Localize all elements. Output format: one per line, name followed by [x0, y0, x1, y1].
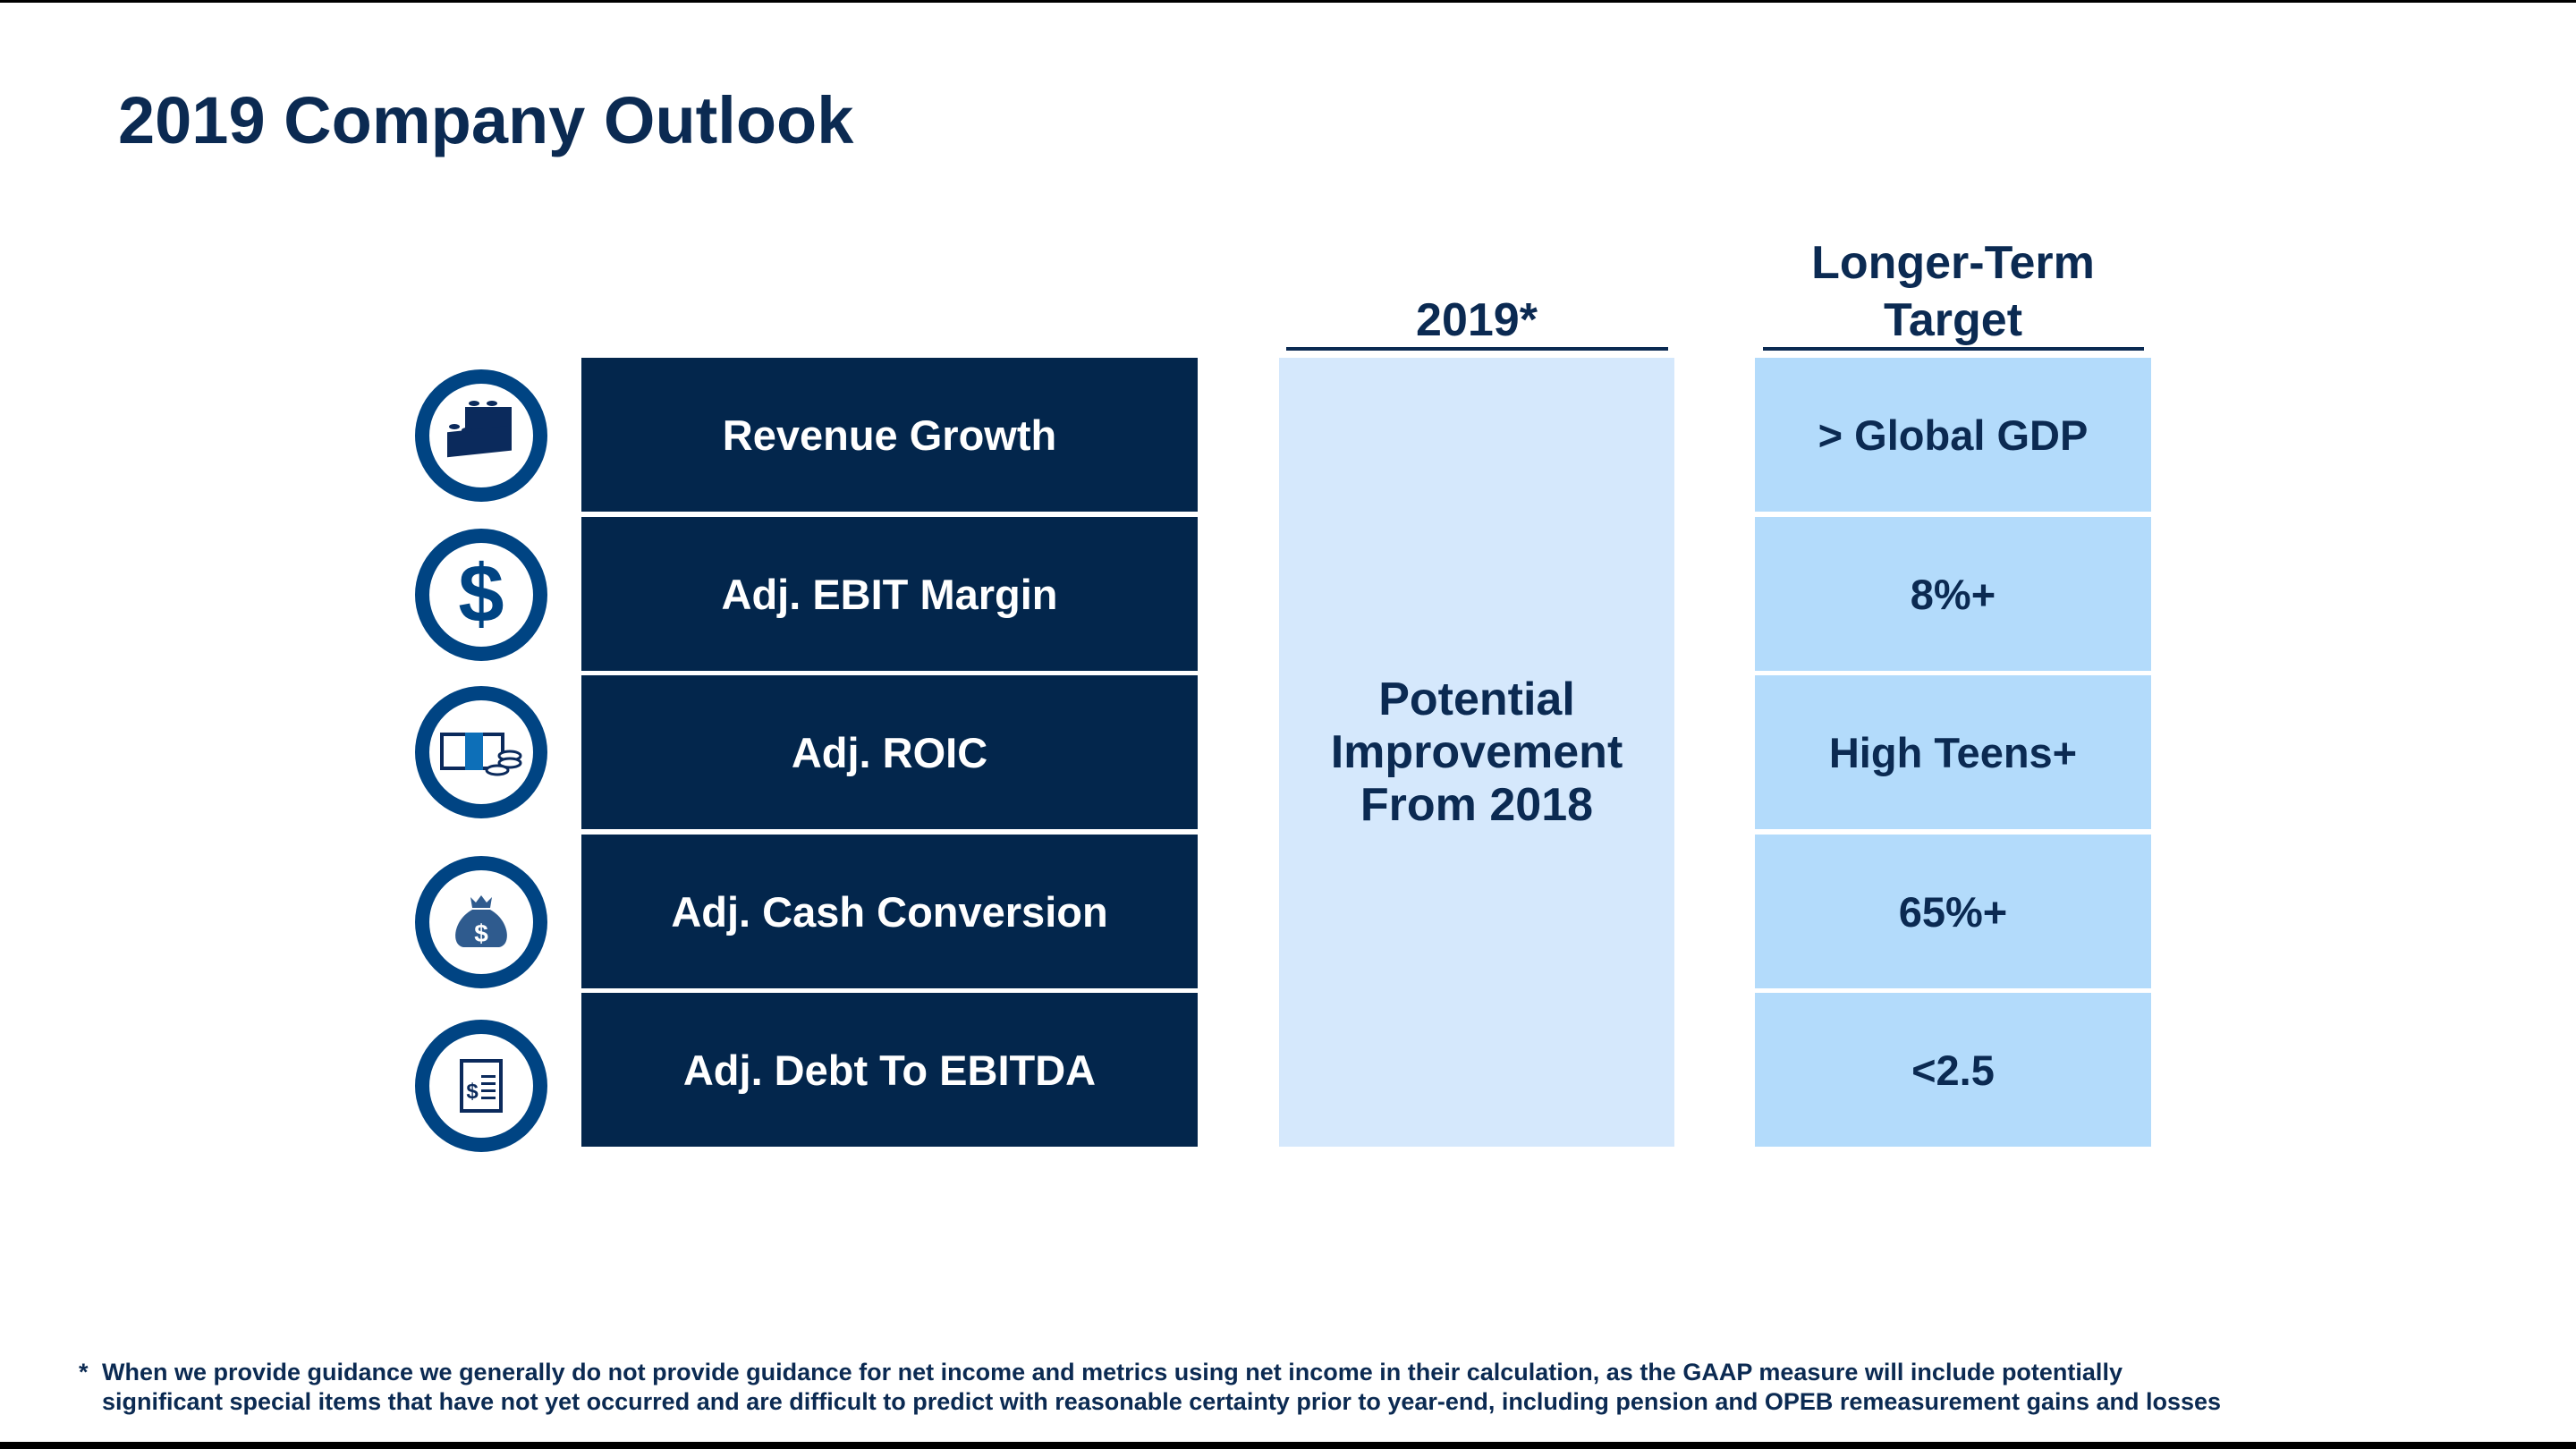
target-debt-to-ebitda: <2.5 [1755, 993, 2151, 1147]
money-bag-icon: $ [415, 856, 547, 988]
page-title: 2019 Company Outlook [118, 83, 854, 157]
building-blocks-icon [415, 369, 547, 502]
dollar-sign-icon: $ [415, 529, 547, 661]
footnote-marker: * [79, 1359, 89, 1385]
footnote: * When we provide guidance we generally … [79, 1358, 2221, 1417]
metric-row-roic: Adj. ROIC [581, 675, 1198, 829]
bottom-border [0, 1442, 2576, 1449]
footnote-line1: When we provide guidance we generally do… [102, 1359, 2123, 1385]
header-target-underline [1763, 347, 2144, 351]
header-target-line1: Longer-Term [1811, 237, 2095, 289]
header-target-line2: Target [1883, 294, 2023, 346]
metric-row-debt-to-ebitda: Adj. Debt To EBITDA [581, 993, 1198, 1147]
metric-row-cash-conversion: Adj. Cash Conversion [581, 835, 1198, 988]
invoice-document-icon: $ [415, 1020, 547, 1152]
outlook-line3: From 2018 [1360, 778, 1594, 831]
outlook-line1: Potential [1378, 673, 1575, 725]
top-border [0, 0, 2576, 3]
svg-text:$: $ [466, 1080, 479, 1104]
svg-text:$: $ [458, 548, 504, 640]
outlook-2019-cell: Potential Improvement From 2018 [1279, 358, 1674, 1147]
header-2019-underline [1286, 347, 1668, 351]
target-revenue-growth: > Global GDP [1755, 358, 2151, 512]
header-longer-term-target: Longer-Term Target [1755, 234, 2151, 349]
target-roic: High Teens+ [1755, 675, 2151, 829]
cash-and-coins-icon [415, 686, 547, 818]
metric-row-revenue-growth: Revenue Growth [581, 358, 1198, 512]
outlook-line2: Improvement [1330, 725, 1623, 778]
metric-row-ebit-margin: Adj. EBIT Margin [581, 517, 1198, 671]
header-2019: 2019* [1416, 294, 1538, 346]
svg-text:$: $ [474, 919, 488, 947]
footnote-line2: significant special items that have not … [102, 1388, 2222, 1415]
target-cash-conversion: 65%+ [1755, 835, 2151, 988]
target-ebit-margin: 8%+ [1755, 517, 2151, 671]
